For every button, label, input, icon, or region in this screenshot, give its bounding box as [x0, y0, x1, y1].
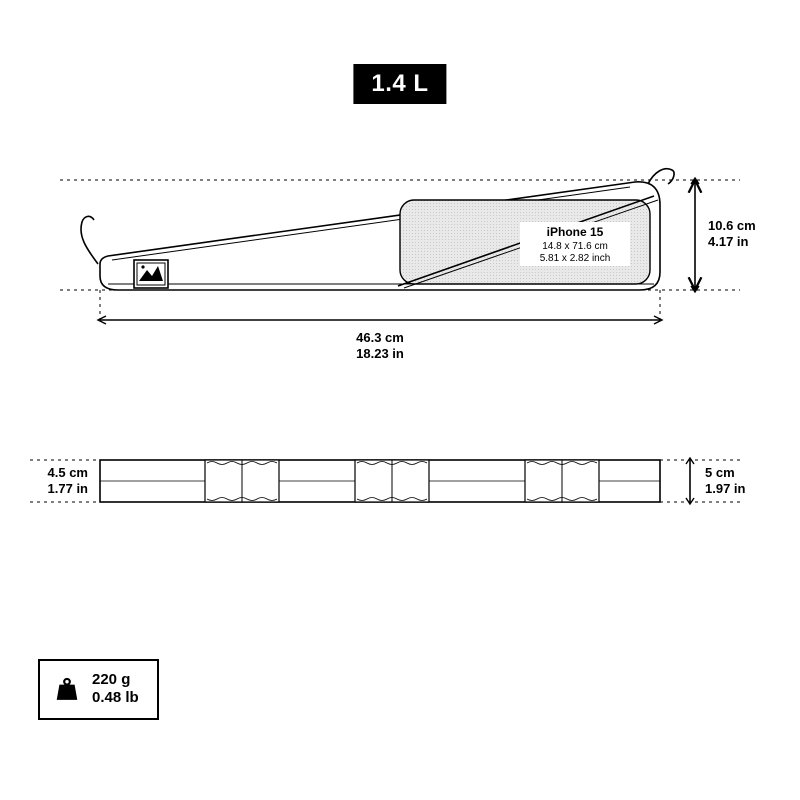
strap-left	[81, 216, 98, 264]
phone-dim-in: 5.81 x 2.82 inch	[540, 253, 611, 264]
strap-3	[525, 460, 599, 502]
length-cm: 46.3 cm	[356, 330, 404, 345]
top-right-cm: 5 cm	[705, 465, 735, 480]
phone-dim-cm: 14.8 x 71.6 cm	[542, 241, 608, 252]
side-view-svg: iPhone 15 14.8 x 71.6 cm 5.81 x 2.82 inc…	[0, 160, 800, 400]
strap-right	[648, 169, 674, 184]
top-left-in: 1.77 in	[48, 481, 89, 496]
phone-name: iPhone 15	[547, 225, 604, 239]
dim-height: 10.6 cm 4.17 in	[691, 178, 756, 292]
length-in: 18.23 in	[356, 346, 404, 361]
weight-icon	[54, 676, 80, 702]
weight-g: 220 g	[92, 671, 139, 690]
weight-box: 220 g 0.48 lb	[38, 659, 159, 721]
height-in: 4.17 in	[708, 234, 749, 249]
side-view: iPhone 15 14.8 x 71.6 cm 5.81 x 2.82 inc…	[0, 160, 800, 400]
top-view: 4.5 cm 1.77 in 5 cm 1.97 in	[0, 430, 800, 550]
phone-label: iPhone 15 14.8 x 71.6 cm 5.81 x 2.82 inc…	[520, 222, 630, 266]
top-right-in: 1.97 in	[705, 481, 746, 496]
capacity-badge: 1.4 L	[353, 64, 446, 104]
top-left-cm: 4.5 cm	[48, 465, 88, 480]
weight-lb: 0.48 lb	[92, 689, 139, 708]
strap-1	[205, 460, 279, 502]
top-view-svg: 4.5 cm 1.77 in 5 cm 1.97 in	[0, 430, 800, 550]
dim-length: 46.3 cm 18.23 in	[98, 316, 662, 361]
strap-2	[355, 460, 429, 502]
logo-patch	[134, 260, 168, 288]
dim-top-right: 5 cm 1.97 in	[686, 458, 746, 504]
height-cm: 10.6 cm	[708, 218, 756, 233]
dim-top-left: 4.5 cm 1.77 in	[48, 465, 89, 496]
